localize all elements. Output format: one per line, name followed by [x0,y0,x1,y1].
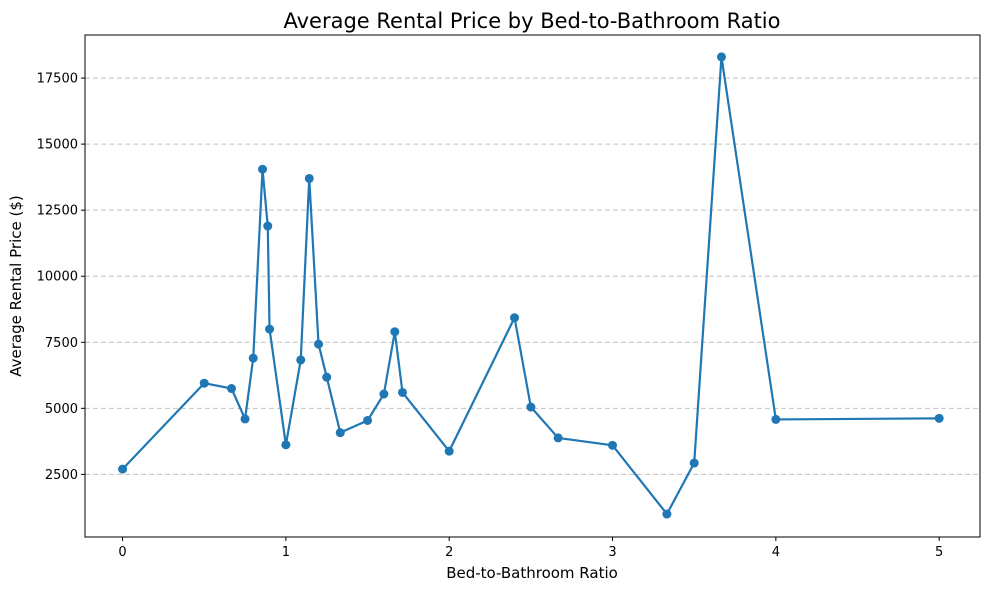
data-point [304,173,314,183]
data-point [265,324,275,334]
data-point [390,327,400,337]
data-point [258,164,268,174]
x-tick-label: 3 [608,545,616,560]
data-point [118,464,128,474]
series-line [121,55,941,516]
data-point [322,372,332,382]
data-point [226,384,236,394]
grid-lines [85,77,980,475]
axis-ticks: 2500 5000 7500 10000 12500 15000 17500 0 1 2 3 4 5 [37,72,944,560]
data-series [118,52,944,519]
x-axis-title: Bed-to-Bathroom Ratio [446,564,618,582]
x-tick-label: 1 [282,545,290,560]
y-tick-label: 10000 [37,270,78,285]
x-tick-label: 2 [445,545,453,560]
data-point [771,414,781,424]
x-tick-label: 4 [772,545,780,560]
y-tick-label: 2500 [45,468,78,483]
y-tick-label: 17500 [37,72,78,87]
y-tick-label: 5000 [45,402,78,417]
data-point [444,446,454,456]
y-tick-label: 15000 [37,138,78,153]
data-point [662,509,672,519]
plot-area-frame [84,34,981,538]
data-point [689,458,699,468]
chart-title: Average Rental Price by Bed-to-Bathroom … [283,9,780,33]
data-point [510,313,520,323]
data-point [296,355,306,365]
data-point [240,414,250,424]
y-axis-title: Average Rental Price ($) [7,195,25,376]
data-point [397,387,407,397]
data-point [248,353,258,363]
data-point [553,433,563,443]
data-point [716,52,726,62]
data-point [263,221,273,231]
y-tick-label: 12500 [37,204,78,219]
y-tick-label: 7500 [45,336,78,351]
data-point [314,339,324,349]
data-point [608,440,618,450]
data-point [281,440,291,450]
data-point [379,389,389,399]
x-tick-label: 0 [118,545,126,560]
data-point [526,402,536,412]
data-point [335,428,345,438]
x-tick-label: 5 [935,545,943,560]
data-point [363,415,373,425]
data-point [199,378,209,388]
data-point [934,413,944,423]
